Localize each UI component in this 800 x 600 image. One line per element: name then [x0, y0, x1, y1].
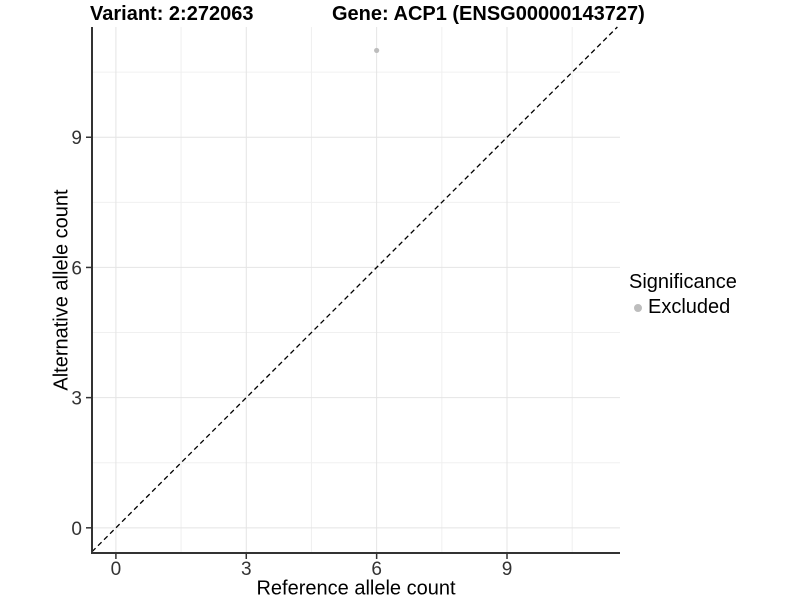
- svg-text:6: 6: [71, 258, 82, 279]
- svg-text:9: 9: [71, 128, 82, 149]
- svg-text:3: 3: [241, 559, 252, 580]
- svg-text:3: 3: [71, 389, 82, 410]
- x-axis-title: Reference allele count: [256, 577, 456, 600]
- plot-title-variant: Variant: 2:272063: [90, 3, 254, 25]
- svg-text:9: 9: [502, 559, 513, 580]
- excluded-point-swatch-icon: [633, 303, 642, 312]
- plot-title-gene: Gene: ACP1 (ENSG00000143727): [332, 3, 645, 25]
- legend-key-box: [629, 298, 646, 318]
- svg-text:6: 6: [371, 559, 382, 580]
- legend-item-excluded: Excluded: [629, 296, 737, 319]
- svg-text:0: 0: [111, 559, 122, 580]
- legend-title: Significance: [629, 271, 737, 293]
- legend-item-label: Excluded: [648, 296, 731, 318]
- legend: Significance Excluded: [629, 271, 737, 319]
- svg-text:0: 0: [71, 519, 82, 540]
- y-axis-title: Alternative allele count: [50, 189, 73, 391]
